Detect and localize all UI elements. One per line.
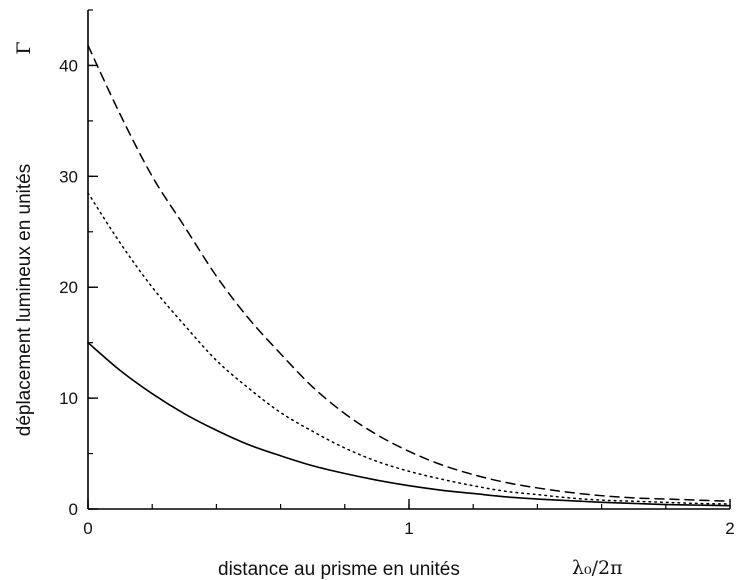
minor-ticks [87,9,731,510]
y-axis-unit: Γ [13,41,35,54]
series-line-dotted [87,192,731,505]
y-tick-label: 30 [59,167,78,186]
y-axis-title: déplacement lumineux en unités [14,164,35,437]
series-layer [87,44,731,507]
x-tick-label: 0 [83,519,92,538]
y-tick-label: 10 [59,389,78,408]
x-tick-label: 2 [725,519,734,538]
y-tick-label: 0 [69,500,78,519]
y-tick-label: 40 [59,56,78,75]
series-line-dashed [87,44,731,502]
x-axis-unit: λ₀/2π [572,557,623,579]
y-tick-label: 20 [59,278,78,297]
x-tick-label: 1 [404,519,413,538]
x-axis-title: distance au prisme en unités [218,559,460,580]
series-line-solid [87,341,731,507]
major-ticks [87,64,731,510]
